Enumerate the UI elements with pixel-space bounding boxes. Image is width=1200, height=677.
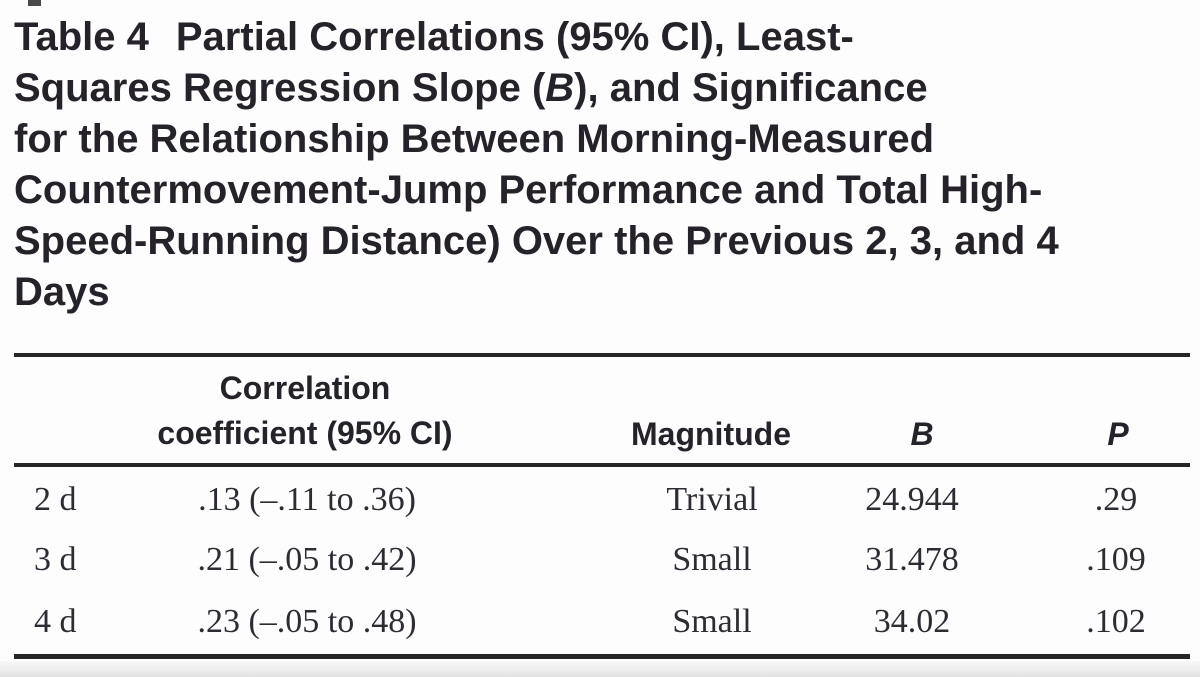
row-2d-b-value: 24.944 xyxy=(865,481,959,518)
caption-italic-B: B xyxy=(545,66,575,110)
row-4d-b-value: 34.02 xyxy=(873,603,951,640)
column-header-correlation-line1: Correlation xyxy=(219,370,391,406)
row-3d-p-value: .109 xyxy=(1086,541,1146,578)
caption-text-2b: ), and Significance xyxy=(574,66,928,110)
scan-artifact-mark xyxy=(28,0,41,6)
caption-line-1: Table 4 Partial Correlations (95% CI), Le… xyxy=(14,12,1194,63)
table-header-rule xyxy=(14,463,1190,467)
caption-line-6: Days xyxy=(14,270,110,314)
row-3d-magnitude: Small xyxy=(672,541,752,578)
caption-line-2: Squares Regression Slope (B), and Signif… xyxy=(14,63,1194,114)
row-2d-period: 2 d xyxy=(34,481,77,518)
row-3d-period: 3 d xyxy=(34,541,77,578)
caption-text-2a: Squares Regression Slope ( xyxy=(14,66,546,110)
column-header-correlation: Correlation coefficient (95% CI) xyxy=(157,366,452,456)
table-bottom-rule xyxy=(14,654,1190,659)
row-2d-magnitude: Trivial xyxy=(666,481,758,518)
caption-text-1: Partial Correlations (95% CI), Least- xyxy=(175,15,854,59)
row-4d-period: 4 d xyxy=(34,603,77,640)
scan-bottom-edge xyxy=(0,661,1200,677)
caption-line-5: Speed-Running Distance) Over the Previou… xyxy=(14,219,1059,263)
column-header-magnitude: Magnitude xyxy=(631,416,791,452)
column-header-correlation-line2: coefficient (95% CI) xyxy=(157,415,453,451)
row-2d-correlation: .13 (–.11 to .36) xyxy=(198,481,416,518)
row-2d-p-value: .29 xyxy=(1094,481,1138,518)
table-caption: Table 4 Partial Correlations (95% CI), Le… xyxy=(14,12,1194,318)
column-header-b: B xyxy=(910,416,934,452)
row-4d-p-value: .102 xyxy=(1086,603,1146,640)
column-header-p: P xyxy=(1107,416,1129,452)
table-number: Table 4 xyxy=(14,15,149,59)
row-3d-correlation: .21 (–.05 to .42) xyxy=(197,541,417,578)
caption-line-3: for the Relationship Between Morning-Mea… xyxy=(14,117,935,161)
table-top-rule xyxy=(14,353,1190,357)
row-3d-b-value: 31.478 xyxy=(865,541,959,578)
row-4d-magnitude: Small xyxy=(672,603,752,640)
caption-line-4: Countermovement-Jump Performance and Tot… xyxy=(14,168,1043,212)
row-4d-correlation: .23 (–.05 to .48) xyxy=(197,603,417,640)
